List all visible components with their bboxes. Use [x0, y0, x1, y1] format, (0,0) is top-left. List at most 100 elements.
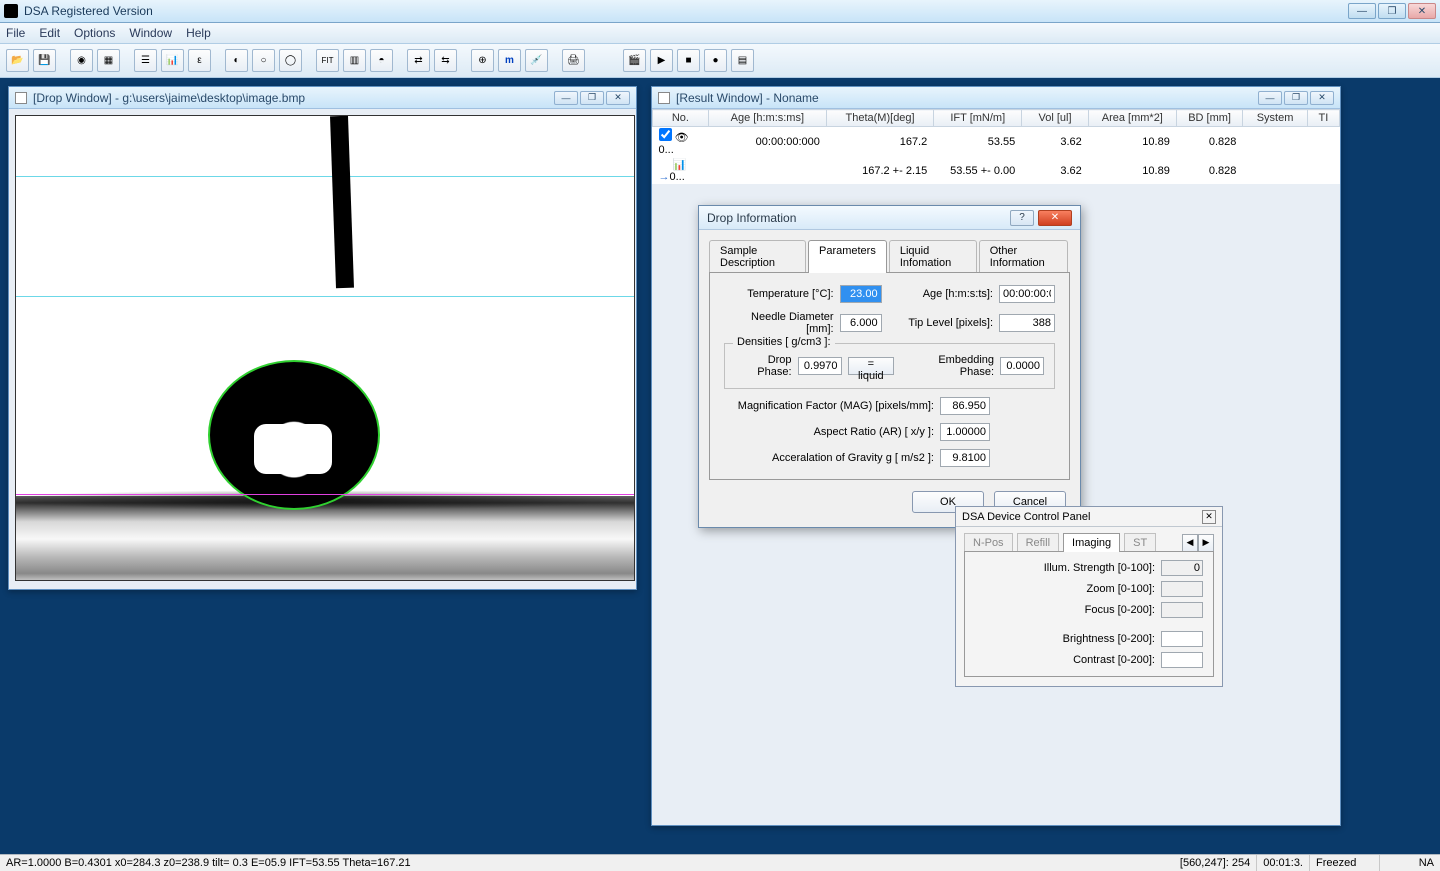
droplet-shape — [208, 360, 380, 510]
tool-panel-icon[interactable]: ▥ — [343, 49, 366, 72]
tool-fit-icon[interactable]: FIT — [316, 49, 339, 72]
drop-window-title: [Drop Window] - g:\users\jaime\desktop\i… — [33, 91, 554, 105]
child-close-button[interactable]: ✕ — [606, 91, 630, 105]
tool-stop-icon[interactable]: ■ — [677, 49, 700, 72]
tool-rec-icon[interactable]: ● — [704, 49, 727, 72]
menu-window[interactable]: Window — [129, 26, 172, 40]
result-column-header[interactable]: Area [mm*2] — [1088, 110, 1176, 127]
maximize-button[interactable]: ❐ — [1378, 3, 1406, 19]
result-column-header[interactable]: BD [mm] — [1176, 110, 1243, 127]
dialog-close-button[interactable]: ✕ — [1038, 210, 1072, 226]
guide-line-mid — [16, 296, 634, 297]
tool-epsilon-icon[interactable]: ε — [188, 49, 211, 72]
equals-liquid-button[interactable]: = liquid — [848, 357, 895, 375]
tool-circle3-icon[interactable]: ◯ — [279, 49, 302, 72]
menu-edit[interactable]: Edit — [39, 26, 60, 40]
contrast-label: Contrast [0-200]: — [1073, 654, 1155, 666]
tab-liquid-information[interactable]: Liquid Infomation — [889, 240, 977, 273]
tool-open-icon[interactable]: 📂 — [6, 49, 29, 72]
gravity-input[interactable] — [940, 449, 990, 467]
drop-image-canvas[interactable] — [15, 115, 635, 581]
tab-other-information[interactable]: Other Information — [979, 240, 1068, 273]
tool-play-icon[interactable]: ▶ — [650, 49, 673, 72]
tool-save-icon[interactable]: 💾 — [33, 49, 56, 72]
minimize-button[interactable]: — — [1348, 3, 1376, 19]
window-icon — [658, 92, 670, 104]
needle-input[interactable] — [840, 314, 882, 332]
temperature-input[interactable] — [840, 285, 882, 303]
child-minimize-button[interactable]: — — [554, 91, 578, 105]
mag-input[interactable] — [940, 397, 990, 415]
table-row[interactable]: 📊→0...167.2 +- 2.1553.55 +- 0.003.6210.8… — [653, 157, 1340, 184]
tool-drop-icon[interactable]: ◓ — [370, 49, 393, 72]
embedding-input[interactable] — [1000, 357, 1044, 375]
tool-syringe-icon[interactable]: 💉 — [525, 49, 548, 72]
tab-npos[interactable]: N-Pos — [964, 533, 1013, 552]
device-control-panel: DSA Device Control Panel ✕ N-Pos Refill … — [955, 506, 1223, 687]
tool-camera-icon[interactable]: ◉ — [70, 49, 93, 72]
tab-next-button[interactable]: ▶ — [1198, 534, 1214, 552]
tool-arrows2-icon[interactable]: ⇆ — [434, 49, 457, 72]
device-panel-close-button[interactable]: ✕ — [1202, 510, 1216, 524]
device-panel-titlebar[interactable]: DSA Device Control Panel ✕ — [956, 507, 1222, 527]
focus-label: Focus [0-200]: — [1085, 604, 1155, 616]
contrast-input[interactable] — [1161, 652, 1203, 668]
dialog-titlebar[interactable]: Drop Information ? ✕ — [699, 206, 1080, 230]
tab-sample-description[interactable]: Sample Description — [709, 240, 806, 273]
aspect-input[interactable] — [940, 423, 990, 441]
temperature-label: Temperature [°C]: — [724, 288, 834, 300]
result-table[interactable]: No.Age [h:m:s:ms]Theta(M)[deg]IFT [mN/m]… — [652, 109, 1340, 184]
menu-help[interactable]: Help — [186, 26, 211, 40]
tab-st[interactable]: ST — [1124, 533, 1156, 552]
child-close-button[interactable]: ✕ — [1310, 91, 1334, 105]
result-column-header[interactable]: Age [h:m:s:ms] — [708, 110, 826, 127]
tool-list-icon[interactable]: ☰ — [134, 49, 157, 72]
tool-m-icon[interactable]: m — [498, 49, 521, 72]
tool-print-icon[interactable]: 🖨 — [562, 49, 585, 72]
menu-file[interactable]: File — [6, 26, 25, 40]
tab-refill[interactable]: Refill — [1017, 533, 1059, 552]
tab-prev-button[interactable]: ◀ — [1182, 534, 1198, 552]
result-column-header[interactable]: Theta(M)[deg] — [826, 110, 933, 127]
tool-calendar-icon[interactable]: ▤ — [731, 49, 754, 72]
arrow-icon: → — [659, 171, 670, 183]
focus-input[interactable] — [1161, 602, 1203, 618]
tool-circle1-icon[interactable]: ◐ — [225, 49, 248, 72]
dialog-help-button[interactable]: ? — [1010, 210, 1034, 226]
child-minimize-button[interactable]: — — [1258, 91, 1282, 105]
tool-chart-icon[interactable]: 📊 — [161, 49, 184, 72]
table-row[interactable]: 👁 0...00:00:00:000167.253.553.6210.890.8… — [653, 127, 1340, 158]
zoom-label: Zoom [0-100]: — [1087, 583, 1155, 595]
age-input[interactable] — [999, 285, 1055, 303]
tab-parameters[interactable]: Parameters — [808, 240, 887, 273]
drop-window: [Drop Window] - g:\users\jaime\desktop\i… — [8, 86, 637, 590]
row-checkbox[interactable] — [659, 128, 672, 141]
tool-grid-icon[interactable]: ▦ — [97, 49, 120, 72]
illum-input[interactable] — [1161, 560, 1203, 576]
zoom-input[interactable] — [1161, 581, 1203, 597]
tab-imaging[interactable]: Imaging — [1063, 533, 1120, 552]
illum-label: Illum. Strength [0-100]: — [1044, 562, 1155, 574]
needle-label: Needle Diameter [mm]: — [724, 311, 834, 335]
brightness-input[interactable] — [1161, 631, 1203, 647]
tip-input[interactable] — [999, 314, 1055, 332]
child-maximize-button[interactable]: ❐ — [580, 91, 604, 105]
result-column-header[interactable]: Vol [ul] — [1022, 110, 1089, 127]
tool-target-icon[interactable]: ⊕ — [471, 49, 494, 72]
result-column-header[interactable]: IFT [mN/m] — [934, 110, 1022, 127]
result-column-header[interactable]: System — [1243, 110, 1307, 127]
tool-record-icon[interactable]: 🎬 — [623, 49, 646, 72]
result-column-header[interactable]: No. — [653, 110, 709, 127]
status-na: NA — [1380, 855, 1440, 871]
window-buttons: — ❐ ✕ — [1348, 3, 1436, 19]
drop-phase-input[interactable] — [798, 357, 842, 375]
close-button[interactable]: ✕ — [1408, 3, 1436, 19]
tool-circle2-icon[interactable]: ○ — [252, 49, 275, 72]
child-maximize-button[interactable]: ❐ — [1284, 91, 1308, 105]
drop-window-titlebar[interactable]: [Drop Window] - g:\users\jaime\desktop\i… — [9, 87, 636, 109]
tool-arrows1-icon[interactable]: ⇄ — [407, 49, 430, 72]
result-column-header[interactable]: TI — [1307, 110, 1339, 127]
menu-options[interactable]: Options — [74, 26, 115, 40]
parameters-panel: Temperature [°C]: Age [h:m:s:ts]: Needle… — [709, 272, 1070, 480]
result-window-titlebar[interactable]: [Result Window] - Noname — ❐ ✕ — [652, 87, 1340, 109]
